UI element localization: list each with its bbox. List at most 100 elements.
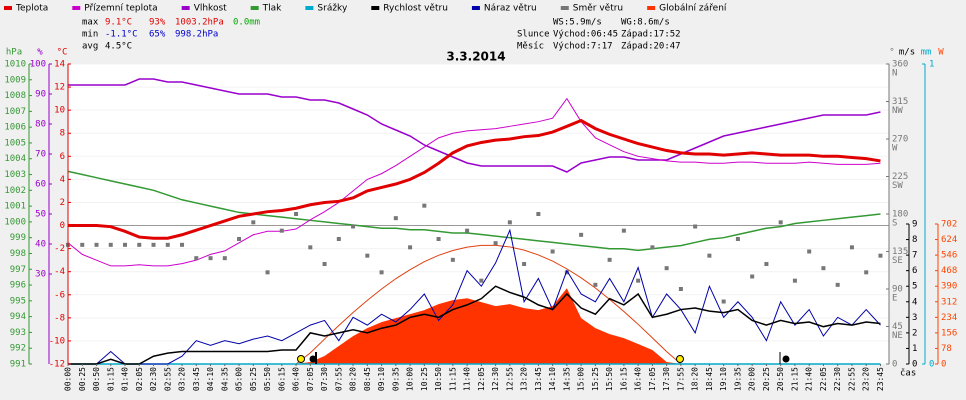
direction-point <box>450 257 455 262</box>
sun-info: Východ:06:45 <box>553 30 618 40</box>
direction-point <box>237 237 242 241</box>
compass-label: E <box>892 294 897 304</box>
tick-label: 1009 <box>4 75 26 85</box>
x-tick-label: 08:20 <box>349 367 358 391</box>
direction-point <box>864 270 869 275</box>
direction-point <box>621 228 626 233</box>
legend-label: Přízemní teplota <box>84 4 157 14</box>
tick-label: 2 <box>912 328 917 338</box>
direction-point <box>507 220 512 225</box>
direction-point <box>379 270 384 275</box>
sunset-marker <box>676 355 684 363</box>
compass-label: SE <box>892 256 903 266</box>
x-tick-label: 12:55 <box>505 367 514 391</box>
direction-point <box>778 220 783 225</box>
x-tick-label: 04:10 <box>206 367 215 391</box>
legend-label: Vlhkost <box>194 4 227 14</box>
stat: 9.1°C <box>105 18 132 28</box>
stat: 998.2hPa <box>175 30 218 40</box>
stat: max <box>82 18 99 28</box>
x-tick-label: 19:35 <box>733 367 742 391</box>
direction-point <box>365 253 370 258</box>
direction-point <box>80 242 85 247</box>
tick-label: 702 <box>941 220 957 230</box>
series-line <box>68 78 881 173</box>
tick-label: 78 <box>941 344 952 354</box>
moon-info: Východ:7:17 <box>553 42 613 52</box>
radiation-area <box>68 288 881 364</box>
stat: avg <box>82 42 98 52</box>
tick-label: 1 <box>912 344 917 354</box>
legend-label: Srážky <box>317 4 348 14</box>
stat: 1003.2hPa <box>175 18 224 28</box>
tick-label: 45 <box>892 322 903 332</box>
tick-label: 3 <box>912 313 917 323</box>
direction-point <box>94 242 99 247</box>
series-line <box>67 97 881 267</box>
sun-moon-markers <box>297 352 790 364</box>
tick-label: 135 <box>892 247 908 257</box>
direction-point <box>351 224 356 229</box>
x-tick-label: 08:45 <box>363 367 372 391</box>
tick-label: 360 <box>892 60 908 70</box>
direction-point <box>678 287 683 291</box>
tick-label: -2 <box>54 244 65 254</box>
direction-point <box>393 216 398 221</box>
direction-point <box>721 299 726 304</box>
direction-point <box>792 278 797 283</box>
compass-label: NE <box>892 331 903 341</box>
x-tick-label: 05:00 <box>235 367 244 391</box>
axis-unit: W <box>938 48 944 58</box>
tick-label: 225 <box>892 172 908 182</box>
tick-label: 4 <box>912 297 917 307</box>
direction-point <box>522 262 527 266</box>
tick-label: 10 <box>54 106 65 116</box>
tick-label: 1003 <box>4 170 26 180</box>
tick-label: 1008 <box>4 91 26 101</box>
tick-label: 1010 <box>4 60 26 70</box>
tick-label: 5 <box>912 282 917 292</box>
x-tick-label: 21:40 <box>805 367 814 391</box>
x-tick-label: 11:15 <box>448 367 457 391</box>
tick-label: 1001 <box>4 202 26 212</box>
moon-info: Západ:20:47 <box>621 42 681 52</box>
x-tick-label: 11:40 <box>463 367 472 391</box>
legend-swatch <box>250 6 259 10</box>
direction-point <box>821 266 826 271</box>
stat: 4.5°C <box>105 42 132 52</box>
direction-point <box>208 256 213 261</box>
tick-label: 14 <box>54 60 65 70</box>
tick-label: 1006 <box>4 123 26 133</box>
tick-label: 6 <box>912 266 917 276</box>
axis-unit: hPa <box>6 48 22 58</box>
direction-point <box>750 274 755 279</box>
x-tick-label: 22:55 <box>847 367 856 391</box>
tick-label: 991 <box>10 360 26 370</box>
x-tick-label: 17:55 <box>676 367 685 391</box>
x-tick-label: 15:00 <box>577 367 586 391</box>
x-tick-label: 17:05 <box>648 367 657 391</box>
x-tick-label: 01:40 <box>121 367 130 391</box>
direction-point <box>650 245 655 250</box>
compass-label: N <box>892 69 897 79</box>
direction-point <box>336 237 341 241</box>
x-tick-label: 18:45 <box>705 367 714 391</box>
tick-label: 0 <box>892 360 897 370</box>
x-tick-label: 20:50 <box>776 367 785 391</box>
tick-label: 6 <box>60 152 65 162</box>
direction-point <box>265 270 270 275</box>
tick-label: 100 <box>30 60 46 70</box>
series-line <box>68 228 881 365</box>
direction-point <box>408 245 413 250</box>
tick-label: 1007 <box>4 107 26 117</box>
moonset-marker <box>782 355 790 363</box>
tick-label: 995 <box>10 296 26 306</box>
tick-label: 1000 <box>4 217 26 227</box>
tick-label: 50 <box>35 210 46 220</box>
compass-label: S <box>892 219 897 229</box>
marks <box>66 63 889 365</box>
tick-label: 0 <box>941 360 946 370</box>
x-tick-label: 02:55 <box>163 367 172 391</box>
sun-info: Slunce <box>517 30 550 40</box>
tick-label: 999 <box>10 233 26 243</box>
